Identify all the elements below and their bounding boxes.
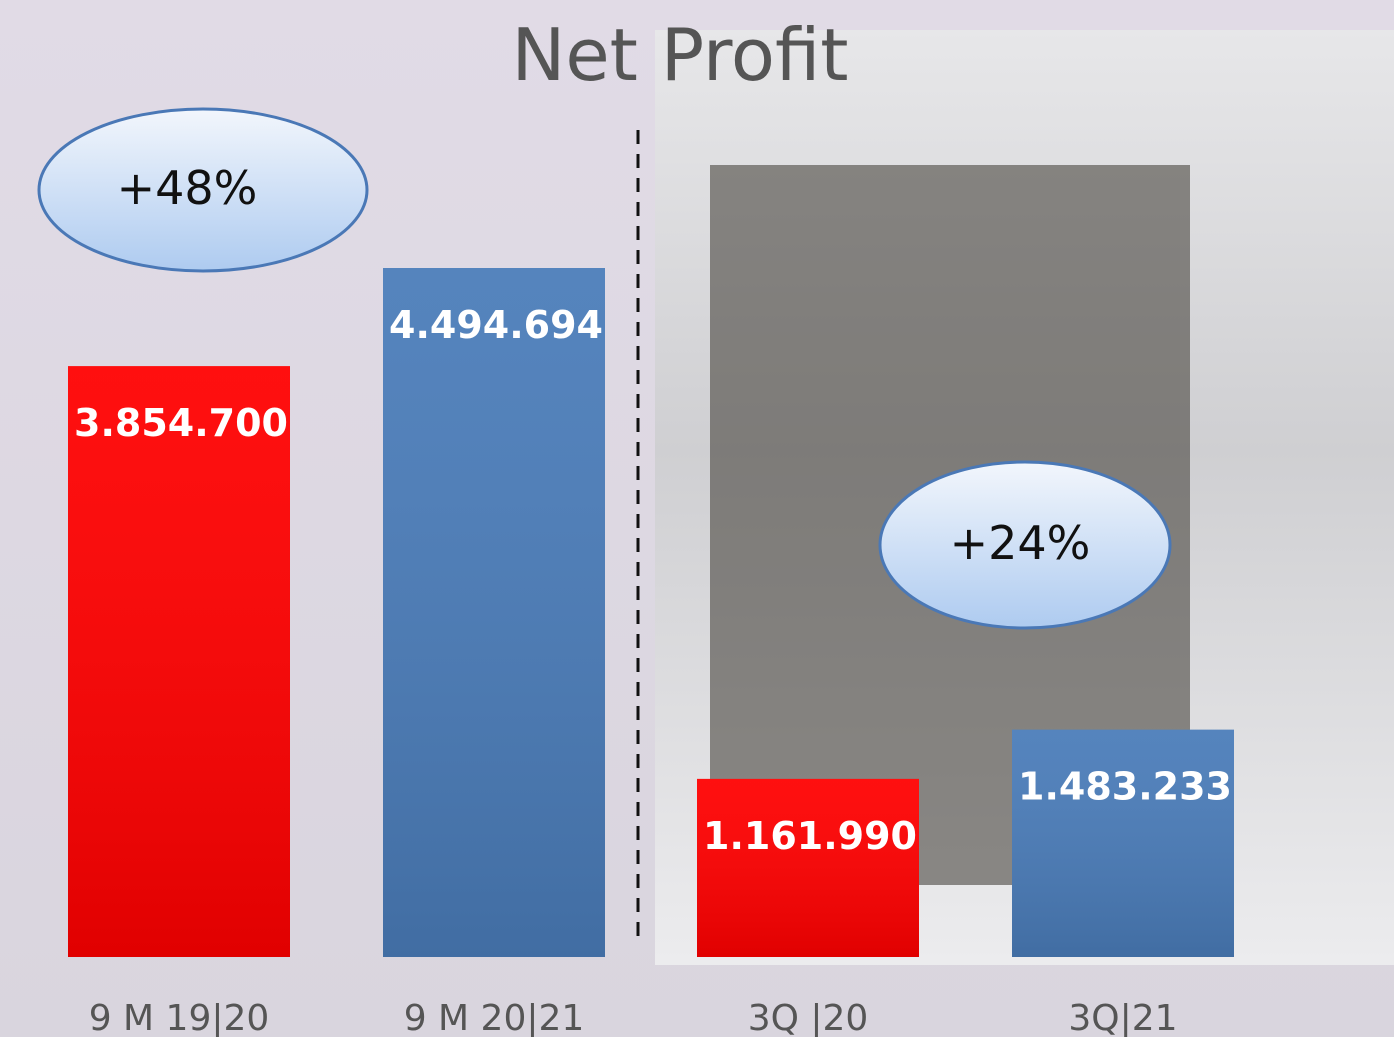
chart-title: Net Profit bbox=[511, 13, 848, 97]
x-tick-label: 3Q |20 bbox=[748, 998, 869, 1037]
bar-shade bbox=[383, 268, 605, 957]
bar-shade bbox=[68, 366, 290, 957]
value-label: 3.854.700 bbox=[74, 401, 288, 445]
annotation: +24% bbox=[950, 516, 1091, 570]
x-tick-label: 3Q|21 bbox=[1068, 998, 1177, 1037]
value-label: 1.483.233 bbox=[1018, 765, 1232, 809]
bar-shade bbox=[697, 779, 919, 957]
x-tick-label: 9 M 20|21 bbox=[404, 998, 585, 1037]
x-tick-label: 9 M 19|20 bbox=[89, 998, 270, 1037]
value-label: 4.494.694 bbox=[389, 303, 603, 347]
annotation: +48% bbox=[117, 161, 258, 215]
page: 3.854.700 9 M 19|20 4.494.694 9 M 20|21 1.16… bbox=[0, 0, 1394, 1037]
value-label: 1.161.990 bbox=[703, 814, 917, 858]
chart: 3.854.700 9 M 19|20 4.494.694 9 M 20|21 1.16… bbox=[0, 0, 1394, 1037]
